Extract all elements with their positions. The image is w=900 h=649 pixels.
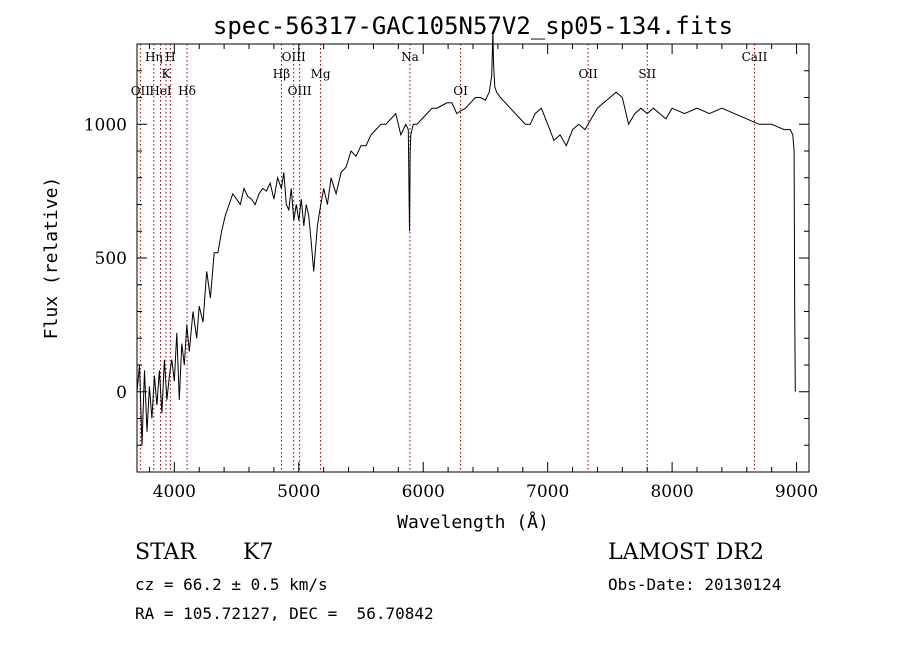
line-label-10: Na xyxy=(401,50,419,64)
line-label-0: OII xyxy=(131,84,151,98)
line-label-12: OII xyxy=(578,67,598,81)
x-tick-label-7000: 7000 xyxy=(526,482,569,502)
line-label-5: Hδ xyxy=(178,84,196,98)
y-tick-label-1000: 1000 xyxy=(84,115,127,135)
object-class: STAR xyxy=(135,540,196,565)
line-label-7: OIII xyxy=(282,50,306,64)
x-axis-ticks: 4000 5000 6000 7000 8000 9000 xyxy=(148,44,818,502)
emission-lines xyxy=(139,44,755,472)
x-tick-label-6000: 6000 xyxy=(402,482,445,502)
line-label-1: Hη xyxy=(145,50,163,64)
x-tick-label-8000: 8000 xyxy=(650,482,693,502)
line-label-3: K xyxy=(162,67,172,81)
plot-frame xyxy=(136,43,810,473)
observation-date: Obs-Date: 20130124 xyxy=(608,575,782,594)
x-tick-label-5000: 5000 xyxy=(277,482,320,502)
survey-name: LAMOST DR2 xyxy=(608,540,764,565)
x-tick-label-4000: 4000 xyxy=(153,482,196,502)
redshift-cz: cz = 66.2 ± 0.5 km/s xyxy=(135,575,328,594)
line-label-8: OIII xyxy=(288,84,312,98)
object-subclass: K7 xyxy=(243,540,274,565)
x-axis-label: Wavelength (Å) xyxy=(397,511,549,533)
ra-dec: RA = 105.72127, DEC = 56.70842 xyxy=(135,604,434,623)
line-label-4: H xyxy=(165,50,175,64)
line-label-6: Hβ xyxy=(273,67,290,81)
spectrum-line xyxy=(136,30,796,446)
line-label-2: HeI xyxy=(149,84,172,98)
line-label-9: Mg xyxy=(311,67,331,81)
y-tick-label-500: 500 xyxy=(95,249,127,269)
chart-title: spec-56317-GAC105N57V2_sp05-134.fits xyxy=(213,12,733,40)
line-label-13: SII xyxy=(638,67,656,81)
emission-line-labels: OII Hη HeI KH Hδ Hβ OIII OIII Mg Na OI OII SII CaII xyxy=(131,50,768,98)
x-tick-label-9000: 9000 xyxy=(775,482,818,502)
line-label-11: OI xyxy=(453,84,468,98)
y-axis-label: Flux (relative) xyxy=(41,177,62,340)
y-tick-label-0: 0 xyxy=(116,383,127,403)
line-label-14: CaII xyxy=(742,50,768,64)
y-axis-ticks: 0 500 1000 xyxy=(84,43,809,473)
